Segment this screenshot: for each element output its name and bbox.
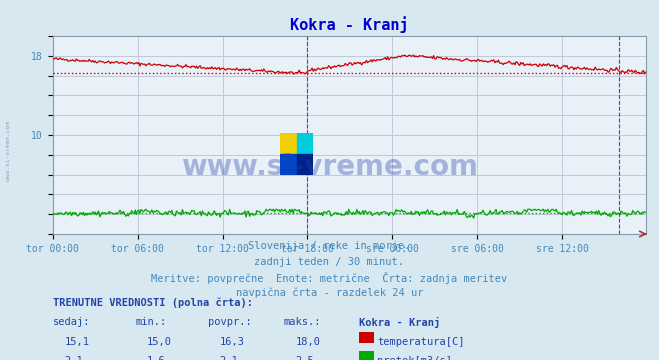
Text: 2,1: 2,1 xyxy=(219,356,238,360)
Text: www.si-vreme.com: www.si-vreme.com xyxy=(181,153,478,181)
Text: Slovenija / reke in morje.: Slovenija / reke in morje. xyxy=(248,241,411,251)
Bar xyxy=(280,154,297,175)
Text: zadnji teden / 30 minut.: zadnji teden / 30 minut. xyxy=(254,257,405,267)
Text: sedaj:: sedaj: xyxy=(53,317,90,327)
Text: 2,1: 2,1 xyxy=(65,356,83,360)
Text: temperatura[C]: temperatura[C] xyxy=(377,337,465,347)
Text: navpična črta - razdelek 24 ur: navpična črta - razdelek 24 ur xyxy=(236,288,423,298)
Text: pretok[m3/s]: pretok[m3/s] xyxy=(377,356,452,360)
Text: min.:: min.: xyxy=(135,317,166,327)
Text: 1,6: 1,6 xyxy=(147,356,165,360)
Bar xyxy=(297,154,313,175)
Text: povpr.:: povpr.: xyxy=(208,317,251,327)
Text: TRENUTNE VREDNOSTI (polna črta):: TRENUTNE VREDNOSTI (polna črta): xyxy=(53,297,252,307)
Text: 16,3: 16,3 xyxy=(219,337,244,347)
Text: 15,1: 15,1 xyxy=(65,337,90,347)
Text: 2,5: 2,5 xyxy=(295,356,314,360)
Text: 15,0: 15,0 xyxy=(147,337,172,347)
Text: www.si-vreme.com: www.si-vreme.com xyxy=(6,121,11,181)
Text: Kokra - Kranj: Kokra - Kranj xyxy=(359,317,440,328)
Title: Kokra - Kranj: Kokra - Kranj xyxy=(290,17,409,33)
Bar xyxy=(280,133,297,154)
Text: maks.:: maks.: xyxy=(283,317,321,327)
Text: 18,0: 18,0 xyxy=(295,337,320,347)
Text: Meritve: povprečne  Enote: metrične  Črta: zadnja meritev: Meritve: povprečne Enote: metrične Črta:… xyxy=(152,272,507,284)
Bar xyxy=(297,133,313,154)
